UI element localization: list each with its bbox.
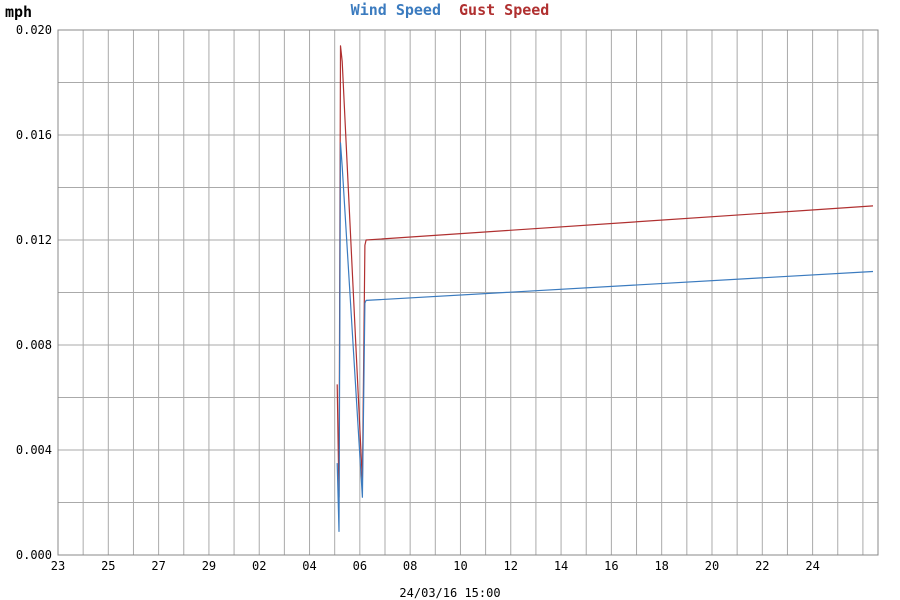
x-tick-label: 16 xyxy=(604,559,618,573)
x-tick-label: 02 xyxy=(252,559,266,573)
x-tick-label: 27 xyxy=(151,559,165,573)
x-tick-label: 29 xyxy=(202,559,216,573)
y-axis-unit-label: mph xyxy=(5,3,32,21)
legend: Wind Speed Gust Speed xyxy=(351,1,550,19)
x-tick-label: 22 xyxy=(755,559,769,573)
y-tick-label: 0.012 xyxy=(16,233,52,247)
x-tick-label: 10 xyxy=(453,559,467,573)
y-tick-label: 0.008 xyxy=(16,338,52,352)
x-tick-label: 25 xyxy=(101,559,115,573)
x-tick-label: 20 xyxy=(705,559,719,573)
series-line-gust-speed xyxy=(336,45,874,498)
plot-frame xyxy=(57,29,879,556)
y-tick-label: 0.020 xyxy=(16,23,52,37)
timestamp-label: 24/03/16 15:00 xyxy=(399,586,500,600)
legend-wind-speed: Wind Speed xyxy=(351,1,441,19)
series-lines xyxy=(336,45,874,533)
y-tick-label: 0.000 xyxy=(16,548,52,562)
y-tick-label: 0.016 xyxy=(16,128,52,142)
x-tick-label: 24 xyxy=(805,559,819,573)
x-tick-label: 04 xyxy=(302,559,316,573)
legend-gust-speed: Gust Speed xyxy=(459,1,549,19)
x-tick-label: 06 xyxy=(353,559,367,573)
x-tick-label: 18 xyxy=(654,559,668,573)
series-line-wind-speed xyxy=(336,142,874,533)
grid xyxy=(58,30,878,555)
x-tick-label: 12 xyxy=(504,559,518,573)
x-tick-label: 08 xyxy=(403,559,417,573)
x-tick-label: 14 xyxy=(554,559,568,573)
tick-labels: 0.000 0.004 0.008 0.012 0.016 0.020 23 25 27 29 02… xyxy=(16,23,820,573)
x-tick-label: 23 xyxy=(51,559,65,573)
y-tick-label: 0.004 xyxy=(16,443,52,457)
